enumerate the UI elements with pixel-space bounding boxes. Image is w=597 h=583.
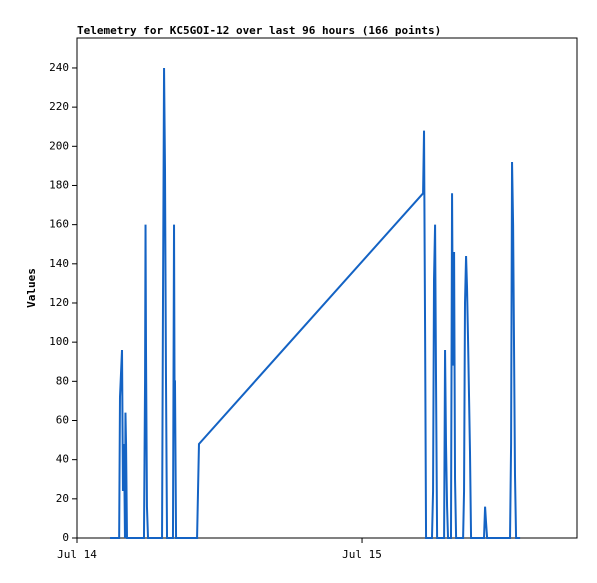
chart-title: Telemetry for KC5GOI-12 over last 96 hou… [77, 24, 441, 37]
y-tick-label: 180 [49, 178, 69, 191]
y-tick-label: 120 [49, 296, 69, 309]
x-tick-label: Jul 14 [57, 548, 97, 561]
y-tick-label: 220 [49, 100, 69, 113]
y-tick-label: 80 [56, 374, 69, 387]
y-tick-label: 160 [49, 218, 69, 231]
y-axis-label: Values [25, 268, 38, 308]
y-tick-label: 100 [49, 335, 69, 348]
data-line [110, 67, 521, 539]
y-tick-label: 240 [49, 61, 69, 74]
y-tick-label: 40 [56, 453, 69, 466]
y-tick-label: 140 [49, 257, 69, 270]
y-tick-label: 0 [62, 531, 69, 544]
y-tick-label: 200 [49, 139, 69, 152]
x-tick-label: Jul 15 [342, 548, 382, 561]
plot-frame [76, 37, 578, 539]
y-tick-label: 20 [56, 492, 69, 505]
y-tick-label: 60 [56, 413, 69, 426]
